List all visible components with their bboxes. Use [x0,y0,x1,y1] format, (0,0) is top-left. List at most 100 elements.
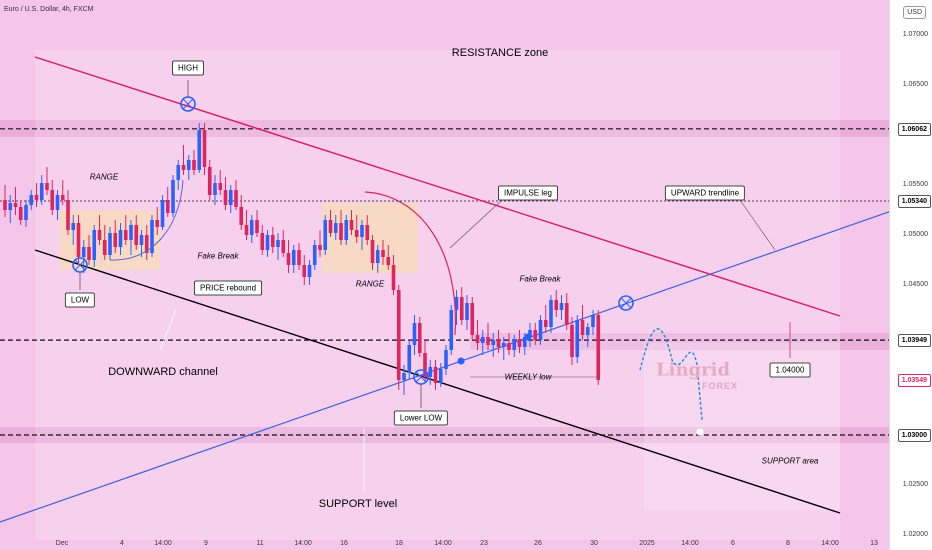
channel-upper-line [34,56,841,317]
candle-body [24,205,28,220]
price-level-tag: 1.03949 [897,334,931,348]
range-box-2 [322,203,418,273]
time-tick-label: 13 [870,540,878,547]
candle-body [496,340,501,347]
time-tick-label: 18 [395,540,403,547]
currency-unit-label[interactable]: USD [903,6,926,19]
candle-body [402,373,406,380]
candle-body [381,250,385,257]
candle-body [564,303,569,325]
candle-body [8,203,13,210]
candle-body [155,220,160,227]
candle-body [197,130,202,170]
candle-body [87,247,91,260]
candle-body [533,330,538,340]
candle-body [417,323,422,353]
trendline-pointer [739,199,776,251]
price-level-tag: 1.05340 [897,195,931,208]
upward-trendline-label: UPWARD trendline [664,185,746,201]
candle-body [286,253,291,265]
time-tick-label: 11 [256,540,264,547]
candle-body [129,225,133,240]
candle-body [171,180,175,213]
candle-body [39,183,44,200]
range-label-2: RANGE [355,279,385,289]
candle-body [575,320,580,357]
candle-body [538,320,543,340]
candle-body [543,320,548,327]
candle-body [475,335,480,343]
chart-symbol-title[interactable]: Euro / U.S. Dollar, 4h, FXCM [4,6,94,13]
price-axis[interactable]: USD 1.07000 1.06500 1.05500 1.05000 1.04500 1… [889,0,932,550]
candle-body [354,230,359,237]
candle-body [412,323,417,345]
time-tick-label: 23 [480,540,488,547]
candle-body [491,340,496,345]
candle-body [134,225,139,245]
time-tick-label: 14:00 [294,540,312,547]
time-tick-label: 2025 [639,540,655,547]
candle-body [312,245,317,265]
candle-body [559,303,564,310]
candle-body [375,250,380,263]
candle-body [591,315,595,327]
candle-body [433,367,438,383]
candle-body [465,303,469,320]
candle-body [34,195,39,200]
candle-body [50,190,55,210]
candle-body [438,369,443,383]
candle-body [585,327,590,335]
candle-body [396,290,401,380]
candle-body [428,367,433,377]
candle-body [507,343,511,350]
rebound-curve [109,179,184,261]
candle-body [580,320,585,335]
candle-body [391,265,396,290]
candle-body [370,240,375,263]
touch-dot-0 [457,357,465,365]
price-tick-label: 1.06500 [902,81,928,88]
candle-body [81,247,86,257]
mid-zone-band [470,333,890,350]
time-tick-label: 6 [731,540,735,547]
candle-body [291,250,296,265]
time-tick-label: 30 [590,540,598,547]
time-tick-label: 14:00 [821,540,839,547]
candle-body [176,165,181,180]
candle-body [249,220,254,235]
support-level-label: SUPPORT level [318,498,398,510]
candle-body [3,200,7,210]
candle-body [186,160,191,170]
candle-body [554,300,559,310]
candle-body [501,343,506,347]
downward-channel-label: DOWNWARD channel [108,366,218,378]
candle-body [234,190,238,207]
candle-body [165,200,170,213]
channel-shade [35,50,840,540]
candle-body [333,223,338,233]
candle-body [102,240,107,255]
candle-body [528,330,532,337]
candle-body [454,297,459,310]
price-tick-label: 1.02500 [902,481,928,488]
price-level-tag: 1.03549 [897,374,931,388]
price-tick-label: 1.07000 [902,31,928,38]
candle-body [260,233,265,250]
candle-body [407,345,412,373]
candle-body [218,183,223,190]
candle-body [13,203,18,207]
channel-lower-line [34,249,841,514]
candle-body [349,220,354,230]
candle-body [522,337,527,347]
candle-body [365,225,370,240]
weekly-low-label: WEEKLY low [504,372,552,382]
candle-body [360,225,364,237]
projected-path [639,328,703,421]
pivot-marker-cross [620,297,632,309]
candle-body [60,195,65,200]
candle-body [281,240,286,253]
fake-break-label-1: Fake Break [197,251,239,261]
touch-dot-1 [524,333,532,341]
pivot-marker-3 [618,295,634,311]
